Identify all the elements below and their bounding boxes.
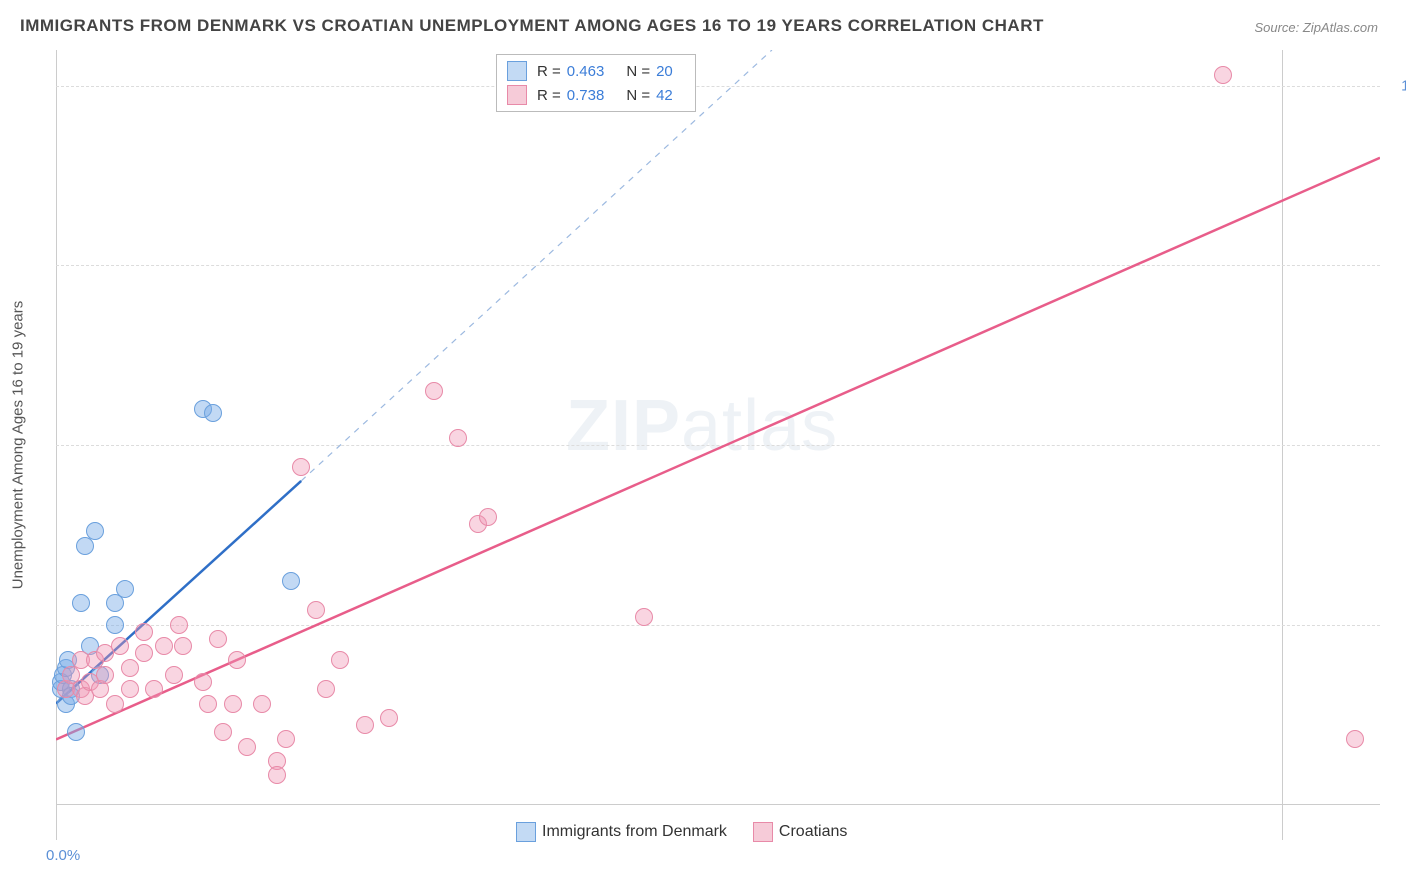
data-point-croatians — [331, 651, 349, 669]
series-legend-item-denmark: Immigrants from Denmark — [516, 822, 727, 842]
data-point-croatians — [356, 716, 374, 734]
legend-swatch — [507, 61, 527, 81]
correlation-legend-row-denmark: R = 0.463 N = 20 — [507, 59, 685, 83]
gridline — [56, 86, 1380, 87]
series-legend: Immigrants from Denmark Croatians — [516, 822, 847, 842]
y-tick-label: 100.0% — [1401, 77, 1406, 94]
data-point-croatians — [268, 766, 286, 784]
data-point-croatians — [145, 680, 163, 698]
data-point-croatians — [1214, 66, 1232, 84]
data-point-croatians — [106, 695, 124, 713]
r-label: R = — [537, 87, 561, 104]
r-label: R = — [537, 63, 561, 80]
data-point-denmark — [67, 723, 85, 741]
data-point-croatians — [135, 644, 153, 662]
legend-swatch — [507, 85, 527, 105]
data-point-croatians — [1346, 730, 1364, 748]
data-point-croatians — [199, 695, 217, 713]
x-axis-line — [56, 804, 1380, 805]
watermark-zip: ZIP — [566, 386, 681, 466]
data-point-denmark — [106, 616, 124, 634]
data-point-croatians — [253, 695, 271, 713]
data-point-croatians — [277, 730, 295, 748]
source-prefix: Source: — [1254, 20, 1302, 35]
data-point-croatians — [479, 508, 497, 526]
n-value: 42 — [656, 87, 673, 104]
data-point-croatians — [214, 723, 232, 741]
data-point-denmark — [282, 572, 300, 590]
data-point-croatians — [121, 659, 139, 677]
data-point-croatians — [135, 623, 153, 641]
data-point-croatians — [194, 673, 212, 691]
x-tick-min: 0.0% — [46, 847, 80, 864]
data-point-croatians — [165, 666, 183, 684]
n-value: 20 — [656, 63, 673, 80]
y-axis-label: Unemployment Among Ages 16 to 19 years — [10, 301, 27, 590]
data-point-croatians — [121, 680, 139, 698]
data-point-croatians — [317, 680, 335, 698]
data-point-croatians — [307, 601, 325, 619]
n-label: N = — [626, 63, 650, 80]
series-legend-label: Immigrants from Denmark — [542, 823, 727, 841]
data-point-denmark — [72, 594, 90, 612]
n-label: N = — [626, 87, 650, 104]
data-point-denmark — [204, 404, 222, 422]
gridline — [56, 265, 1380, 266]
data-point-croatians — [238, 738, 256, 756]
chart-area: Unemployment Among Ages 16 to 19 years Z… — [56, 50, 1380, 840]
chart-title: IMMIGRANTS FROM DENMARK VS CROATIAN UNEM… — [20, 16, 1044, 36]
data-point-croatians — [209, 630, 227, 648]
r-value: 0.738 — [567, 87, 605, 104]
data-point-denmark — [86, 522, 104, 540]
correlation-legend-row-croatians: R = 0.738 N = 42 — [507, 83, 685, 107]
legend-swatch — [753, 822, 773, 842]
data-point-croatians — [292, 458, 310, 476]
data-point-croatians — [155, 637, 173, 655]
data-point-croatians — [228, 651, 246, 669]
watermark-atlas: atlas — [681, 386, 838, 466]
data-point-croatians — [425, 382, 443, 400]
source-name: ZipAtlas.com — [1303, 20, 1378, 35]
data-point-croatians — [111, 637, 129, 655]
data-point-croatians — [635, 608, 653, 626]
data-point-croatians — [174, 637, 192, 655]
series-legend-item-croatians: Croatians — [753, 822, 847, 842]
series-legend-label: Croatians — [779, 823, 847, 841]
gridline — [56, 445, 1380, 446]
data-point-croatians — [170, 616, 188, 634]
data-point-denmark — [116, 580, 134, 598]
data-point-croatians — [96, 666, 114, 684]
data-point-croatians — [380, 709, 398, 727]
legend-swatch — [516, 822, 536, 842]
gridline — [56, 625, 1380, 626]
plot-surface: ZIPatlas 25.0%50.0%75.0%100.0% — [56, 50, 1380, 840]
watermark: ZIPatlas — [566, 385, 838, 467]
source-credit: Source: ZipAtlas.com — [1254, 20, 1378, 35]
correlation-legend: R = 0.463 N = 20 R = 0.738 N = 42 — [496, 54, 696, 112]
data-point-croatians — [449, 429, 467, 447]
data-point-croatians — [224, 695, 242, 713]
r-value: 0.463 — [567, 63, 605, 80]
